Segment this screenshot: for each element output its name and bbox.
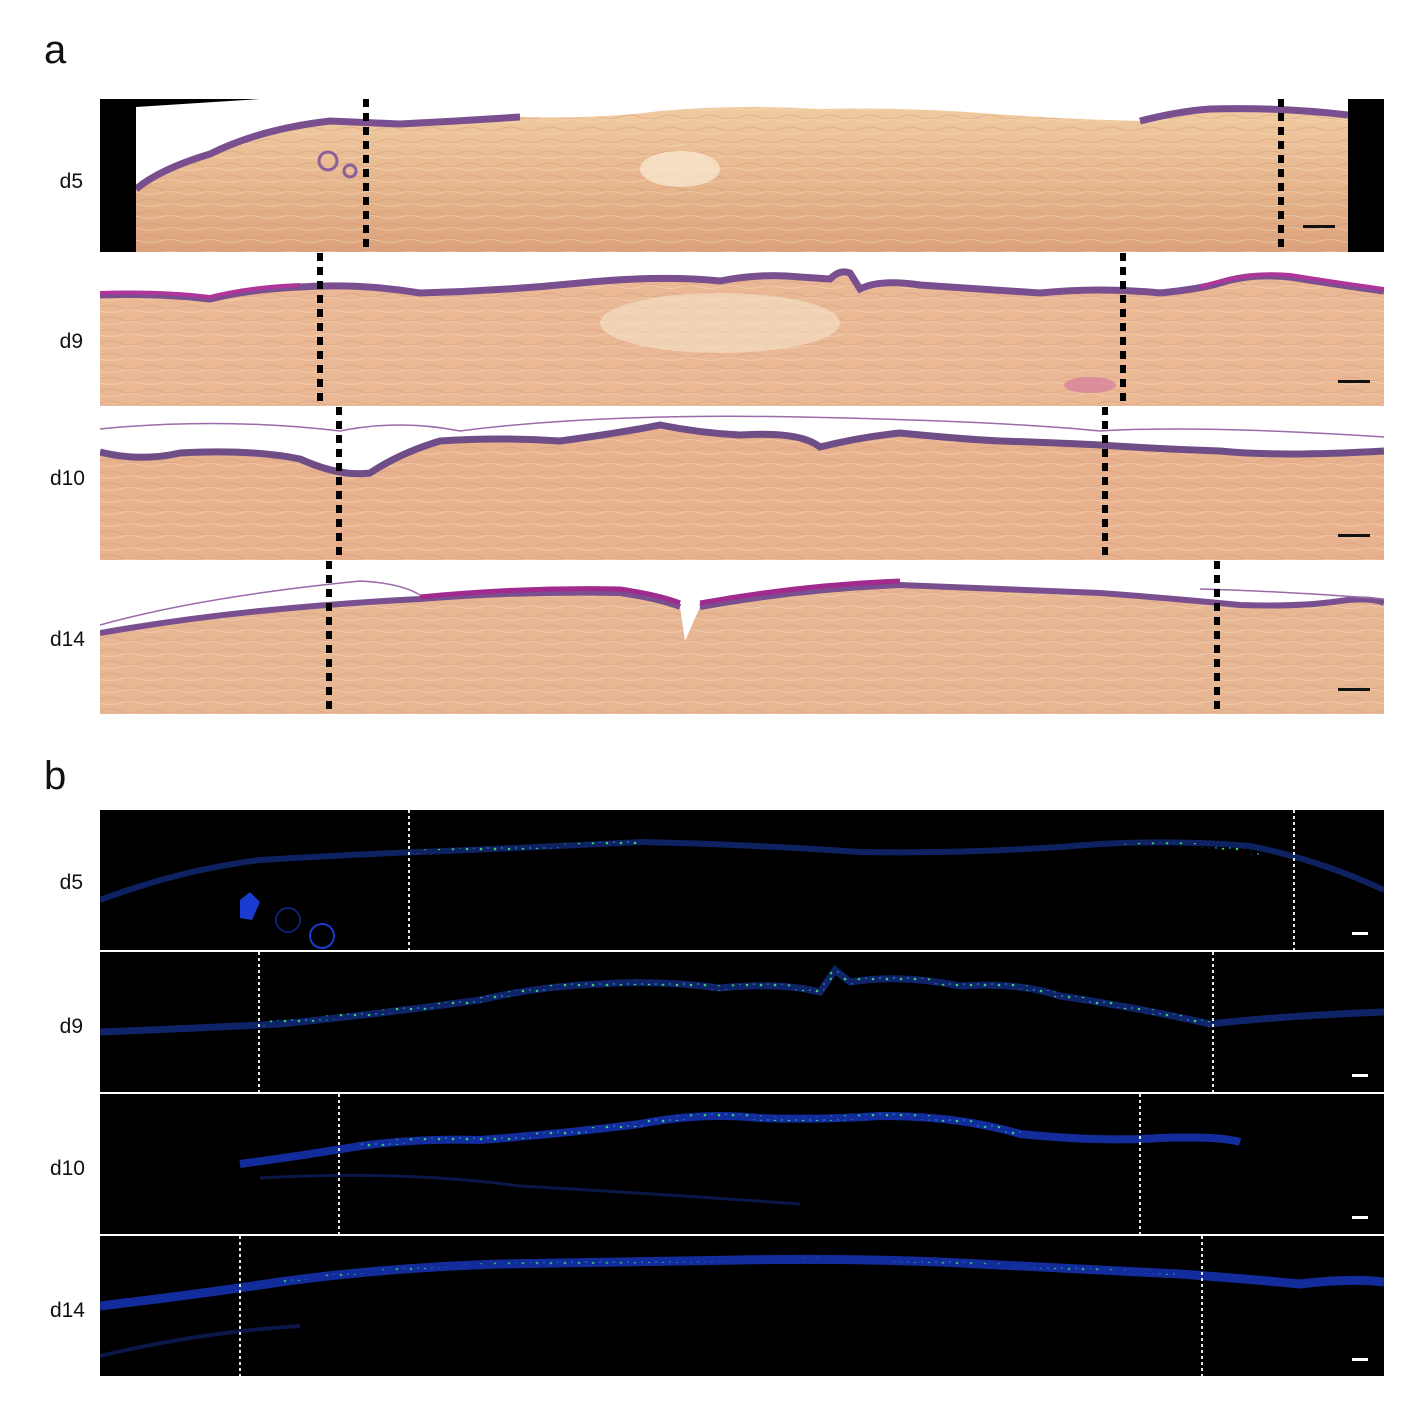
- panel-a-row-label-d10: d10: [49, 467, 85, 490]
- panel-b-letter: b: [44, 754, 67, 798]
- he-section-d9: [100, 253, 1384, 406]
- wound-boundary-line: [362, 99, 369, 252]
- wound-boundary-line: [335, 407, 342, 560]
- wound-boundary-line: [1120, 253, 1127, 406]
- wound-boundary-line: [1200, 1236, 1203, 1376]
- fluor-section-d14: [100, 1236, 1384, 1376]
- panel-a-letter: a: [44, 28, 67, 72]
- panel-a-row-label-d5: d5: [59, 170, 83, 193]
- wound-boundary-line: [325, 561, 332, 714]
- panel-a-row-label-d9: d9: [59, 330, 83, 353]
- he-section-d14: [100, 561, 1384, 714]
- wound-boundary-line: [408, 810, 411, 950]
- panel-b-row-label-d5: d5: [59, 871, 83, 894]
- wound-boundary-line: [1214, 561, 1221, 714]
- fluor-section-d9: [100, 952, 1384, 1092]
- wound-boundary-line: [1278, 99, 1285, 252]
- he-section-d5: [100, 99, 1384, 252]
- wound-boundary-line: [1139, 1094, 1142, 1234]
- panel-a-row-label-d14: d14: [49, 628, 85, 651]
- wound-boundary-line: [337, 1094, 340, 1234]
- panel-b-row-label-d14: d14: [49, 1299, 85, 1322]
- wound-boundary-line: [238, 1236, 241, 1376]
- panel-b-row-label-d10: d10: [49, 1157, 85, 1180]
- fluor-section-d10: [100, 1094, 1384, 1234]
- wound-boundary-line: [1102, 407, 1109, 560]
- panel-b-row-label-d9: d9: [59, 1015, 83, 1038]
- wound-boundary-line: [316, 253, 323, 406]
- fluor-section-d5: [100, 810, 1384, 950]
- wound-boundary-line: [1212, 952, 1215, 1092]
- wound-boundary-line: [1293, 810, 1296, 950]
- he-section-d10: [100, 407, 1384, 560]
- wound-boundary-line: [258, 952, 261, 1092]
